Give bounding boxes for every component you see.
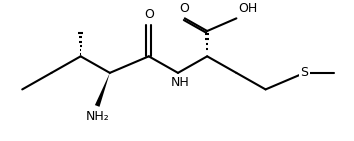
Text: O: O [179, 2, 189, 16]
Text: O: O [144, 8, 154, 21]
Text: NH₂: NH₂ [85, 110, 109, 123]
Text: NH: NH [171, 76, 189, 89]
Text: OH: OH [238, 2, 258, 16]
Polygon shape [95, 73, 110, 107]
Text: S: S [301, 66, 308, 79]
